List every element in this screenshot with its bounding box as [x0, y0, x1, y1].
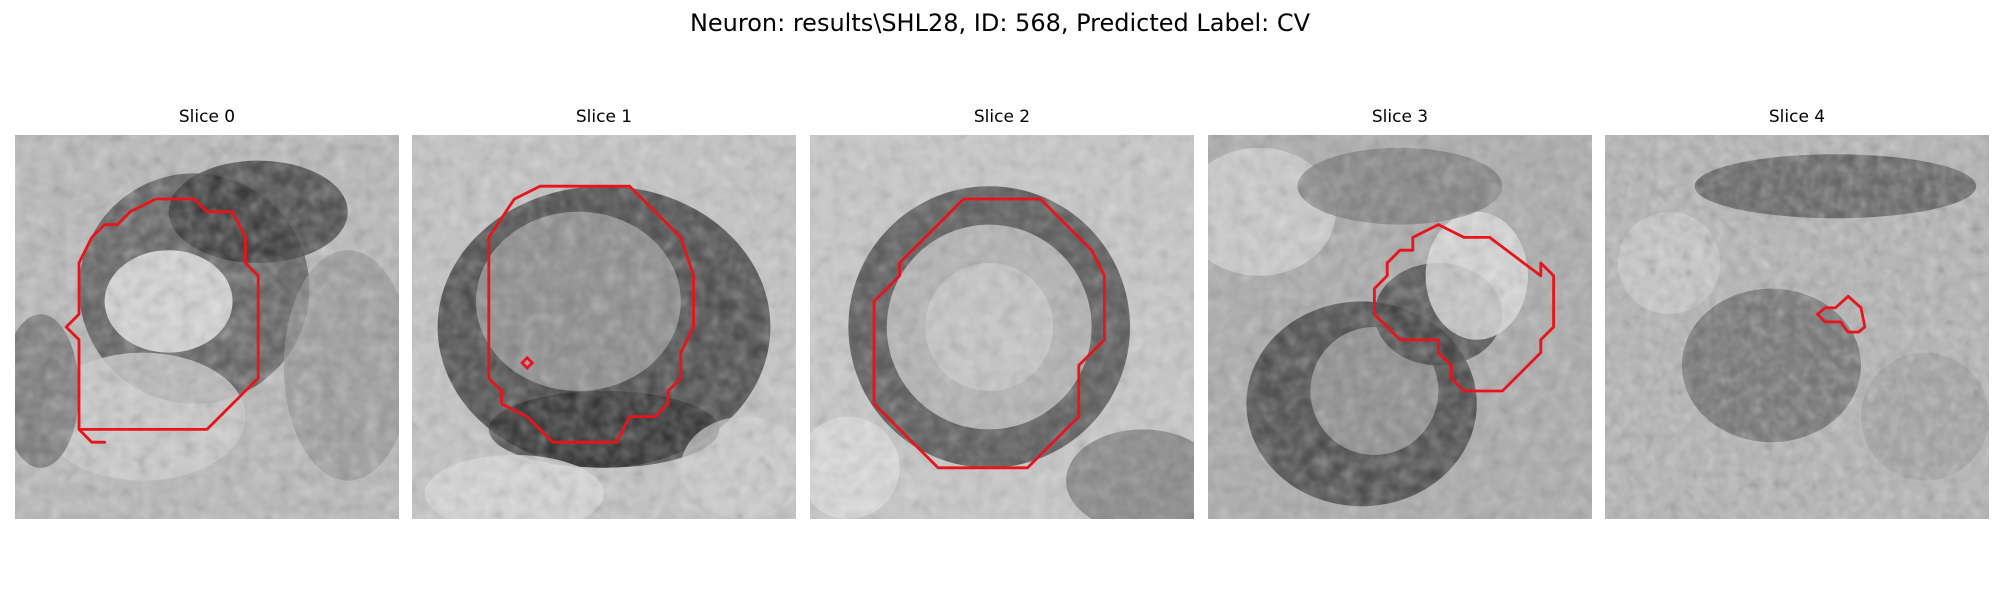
contour-line [1372, 223, 1556, 393]
contour-line [872, 197, 1106, 470]
slice-title: Slice 4 [1768, 107, 1826, 127]
contour-line [520, 355, 535, 370]
slice-panel-3: Slice 3 [1208, 105, 1592, 519]
microscopy-slice-image [1605, 135, 1989, 519]
microscopy-slice-image [15, 135, 399, 519]
slice-title: Slice 2 [973, 107, 1031, 127]
figure-title: Neuron: results\SHL28, ID: 568, Predicte… [689, 9, 1311, 37]
contour-line [1816, 294, 1867, 334]
contour-line [64, 197, 260, 444]
slice-title: Slice 3 [1371, 107, 1429, 127]
microscopy-slice-image [412, 135, 796, 519]
slice-panel-0: Slice 0 [15, 105, 399, 519]
microscopy-slice-image [1208, 135, 1592, 519]
slice-title: Slice 0 [178, 107, 236, 127]
microscopy-slice-image [810, 135, 1194, 519]
slice-title: Slice 1 [575, 107, 633, 127]
slice-panel-2: Slice 2 [810, 105, 1194, 519]
contour-line [487, 184, 696, 444]
slice-panel-4: Slice 4 [1605, 105, 1989, 519]
slice-panel-1: Slice 1 [412, 105, 796, 519]
